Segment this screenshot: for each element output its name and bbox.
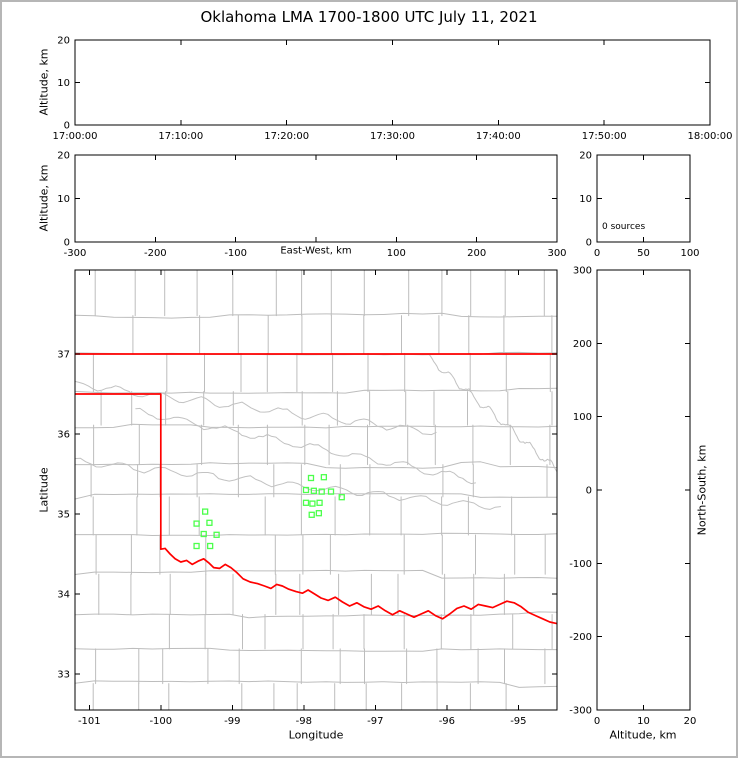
- ew-tick-label: -200: [144, 248, 167, 259]
- time-tick-label: 17:30:00: [370, 131, 415, 142]
- county-line: [75, 461, 557, 469]
- ns-height-panel-frame: [596, 269, 691, 711]
- lma-station-marker: [320, 474, 328, 481]
- altitude-tick-label: 0: [586, 238, 592, 249]
- latitude-tick-label: 33: [57, 670, 70, 681]
- time-tick-label: 17:50:00: [582, 131, 627, 142]
- county-line: [75, 569, 557, 579]
- lma-station-marker: [193, 542, 200, 550]
- lma-station-marker: [309, 500, 316, 507]
- altitude-tick-label: 20: [684, 716, 697, 727]
- north-south-tick-label: 200: [573, 339, 592, 350]
- altitude-tick-label: 0: [64, 238, 70, 249]
- longitude-tick-label: -96: [439, 716, 455, 727]
- time-tick-label: 17:10:00: [158, 131, 203, 142]
- county-line: [75, 532, 557, 536]
- altitude-tick-label: 20: [579, 151, 592, 162]
- lma-station-marker: [316, 499, 323, 506]
- north-south-tick-label: -200: [569, 632, 592, 643]
- altitude-tick-label: 0: [594, 716, 600, 727]
- county-line: [75, 680, 557, 688]
- map-xlabel-longitude: Longitude: [288, 728, 344, 742]
- time-tick-label: 17:00:00: [53, 131, 98, 142]
- lma-station-marker: [206, 519, 213, 526]
- longitude-tick-label: -98: [296, 716, 312, 727]
- lma-station-marker: [310, 487, 318, 494]
- north-south-tick-label: 300: [573, 266, 592, 277]
- latitude-tick-label: 34: [57, 590, 70, 601]
- altitude-tick-label: 20: [57, 151, 70, 162]
- lma-station-marker: [315, 510, 323, 517]
- lma-station-marker: [318, 488, 325, 495]
- altitude-tick-label: 10: [57, 194, 70, 205]
- map-ylabel-latitude: Latitude: [37, 467, 51, 513]
- river-line: [75, 380, 437, 436]
- ns-panel-xlabel: Altitude, km: [609, 728, 677, 742]
- north-south-tick-label: -100: [569, 559, 592, 570]
- county-line: [75, 387, 557, 394]
- map-panel-frame: [74, 269, 558, 711]
- altitude-tick-label: 0: [64, 121, 70, 132]
- county-line: [75, 611, 557, 619]
- time-tick-label: 17:20:00: [264, 131, 309, 142]
- county-line: [75, 647, 557, 652]
- ns-panel-ylabel: North-South, km: [695, 444, 709, 536]
- river-line: [135, 407, 476, 485]
- north-south-tick-label: 100: [573, 412, 592, 423]
- time-tick-label: 18:00:00: [688, 131, 733, 142]
- sources-count-annotation: 0 sources: [602, 222, 646, 232]
- map-layers: [75, 270, 557, 710]
- longitude-tick-label: -100: [149, 716, 172, 727]
- river-line: [75, 457, 501, 510]
- longitude-tick-label: -101: [78, 716, 101, 727]
- ew-panel-xlabel: East-West, km: [280, 245, 352, 257]
- lma-station-marker: [338, 494, 345, 501]
- altitude-tick-label: 20: [57, 36, 70, 47]
- histogram-tick-label: 100: [680, 248, 699, 259]
- lma-station-marker: [302, 499, 310, 506]
- oklahoma-border-west-south: [75, 393, 557, 625]
- ew-tick-label: -100: [224, 248, 247, 259]
- plot-title: Oklahoma LMA 1700-1800 UTC July 11, 2021: [200, 8, 538, 26]
- longitude-tick-label: -95: [510, 716, 526, 727]
- lma-station-marker: [207, 542, 214, 550]
- time-height-panel-frame: [74, 39, 711, 126]
- ew-tick-label: -300: [64, 248, 87, 259]
- ew-tick-label: 300: [547, 248, 566, 259]
- county-line: [75, 312, 557, 319]
- ew-panel-ylabel: Altitude, km: [37, 164, 51, 232]
- altitude-tick-label: 10: [637, 716, 650, 727]
- latitude-tick-label: 36: [57, 430, 70, 441]
- lma-station-marker: [308, 511, 315, 518]
- north-south-tick-label: 0: [586, 486, 592, 497]
- ew-tick-label: 100: [387, 248, 406, 259]
- river-line: [428, 353, 557, 473]
- longitude-tick-label: -99: [224, 716, 240, 727]
- longitude-tick-label: -97: [367, 716, 383, 727]
- histogram-tick-label: 0: [594, 248, 600, 259]
- time-panel-ylabel: Altitude, km: [37, 48, 51, 116]
- latitude-tick-label: 37: [57, 350, 70, 361]
- lma-station-marker: [202, 508, 209, 515]
- latitude-tick-label: 35: [57, 510, 70, 521]
- county-line: [75, 493, 557, 500]
- ew-height-panel-frame: [74, 154, 558, 243]
- ew-tick-label: 200: [467, 248, 486, 259]
- county-line: [75, 423, 557, 429]
- lma-station-marker: [302, 486, 310, 494]
- time-tick-label: 17:40:00: [476, 131, 521, 142]
- lma-station-marker: [213, 531, 220, 538]
- altitude-tick-label: 10: [57, 78, 70, 89]
- lma-station-marker: [193, 520, 200, 527]
- north-south-tick-label: -300: [569, 706, 592, 717]
- histogram-tick-label: 50: [637, 248, 650, 259]
- altitude-tick-label: 10: [579, 194, 592, 205]
- lma-station-marker: [327, 488, 335, 495]
- lma-station-marker: [200, 530, 207, 538]
- lma-station-marker: [307, 474, 315, 482]
